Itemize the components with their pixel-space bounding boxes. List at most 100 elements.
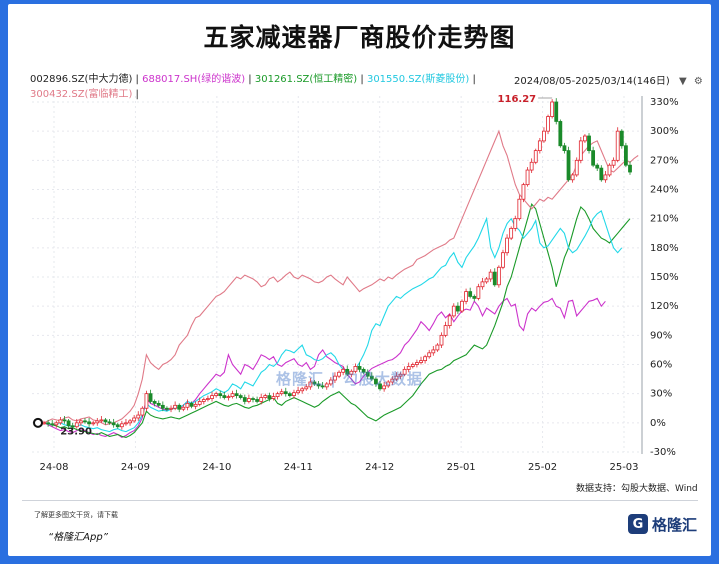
candle-body — [165, 407, 169, 410]
y-tick-label: 90% — [650, 330, 672, 341]
candle-body — [529, 161, 534, 171]
chart-title: 五家减速器厂商股价走势图 — [203, 23, 516, 52]
candle-body — [439, 334, 444, 346]
y-tick-label: 330% — [650, 97, 679, 108]
candle-body — [501, 252, 505, 268]
x-tick-label: 24-12 — [365, 462, 394, 473]
x-tick-label: 25-01 — [447, 462, 476, 473]
y-tick-label: 150% — [650, 272, 679, 283]
candle-body — [353, 366, 358, 372]
candle-body — [95, 420, 100, 424]
candle-body — [394, 375, 399, 380]
candle-body — [415, 362, 419, 365]
candle-body — [468, 291, 473, 297]
legend-item-2: 301261.SZ(恒工精密) — [254, 74, 358, 85]
candle-body — [312, 381, 317, 385]
candle-body — [193, 403, 198, 407]
candle-body — [566, 150, 571, 181]
legend-separator: | — [132, 89, 139, 100]
candle-body — [136, 414, 141, 419]
candle-body — [185, 402, 190, 408]
candle-body — [611, 159, 616, 166]
candlestick-series — [42, 98, 632, 430]
chart-card: 五家减速器厂商股价走势图 002896.SZ(中大力德) | 688017.SH… — [8, 4, 711, 556]
candle-body — [558, 121, 563, 147]
x-tick-label: 24-10 — [202, 462, 231, 473]
y-tick-label: 60% — [650, 360, 672, 371]
candle-body — [374, 378, 378, 385]
x-tick-label: 24-08 — [39, 462, 68, 473]
candle-body — [386, 381, 391, 387]
candle-body — [246, 398, 251, 402]
candle-body — [619, 130, 624, 147]
candle-body — [542, 130, 546, 142]
gear-icon[interactable]: ⚙ — [693, 76, 703, 87]
candle-body — [222, 395, 227, 398]
candle-body — [484, 278, 489, 283]
corner-watermark: @格隆汇 — [652, 544, 692, 555]
candle-body — [464, 291, 468, 302]
candle-body — [562, 145, 567, 152]
candle-body — [316, 383, 321, 387]
y-tick-label: 120% — [650, 301, 679, 312]
candle-body — [349, 370, 354, 375]
candle-body — [267, 395, 272, 399]
candle-body — [62, 419, 67, 422]
candle-body — [333, 375, 337, 381]
series-line-1 — [43, 297, 606, 439]
y-tick-label: -30% — [650, 447, 676, 458]
candle-body — [345, 368, 350, 375]
candle-body — [476, 286, 481, 299]
candle-body — [99, 419, 104, 422]
y-tick-label: 210% — [650, 214, 679, 225]
candle-body — [255, 399, 259, 402]
start-marker — [33, 417, 43, 428]
candle-body — [115, 424, 120, 428]
candle-body — [238, 395, 243, 398]
candle-body — [78, 420, 83, 424]
candle-body — [423, 356, 428, 362]
y-tick-label: 240% — [650, 185, 679, 196]
candle-body — [148, 393, 153, 402]
watermark: 格隆汇 | 勾股大数据 — [276, 370, 423, 388]
candle-body — [628, 164, 632, 173]
high-annotation: 116.27 — [498, 94, 537, 105]
brand-name: 格隆汇 — [652, 515, 698, 534]
candle-body — [324, 383, 329, 388]
candle-body — [275, 393, 280, 397]
candle-body — [443, 325, 448, 336]
x-tick-label: 25-03 — [609, 462, 638, 473]
candle-body — [218, 393, 223, 397]
date-range: 2024/08/05-2025/03/14(146日) ▼ ⚙ — [514, 72, 703, 87]
candle-body — [156, 402, 161, 406]
candle-body — [431, 349, 436, 354]
app-name: “格隆汇App” — [48, 532, 108, 543]
candle-body — [578, 140, 583, 161]
candle-body — [513, 218, 518, 229]
candle-body — [304, 386, 309, 390]
candle-body — [390, 378, 395, 383]
candle-body — [70, 425, 75, 428]
candle-body — [525, 169, 530, 186]
candle-body — [124, 422, 128, 425]
candle-body — [230, 393, 235, 397]
candle-body — [91, 422, 96, 425]
candle-body — [410, 364, 415, 367]
candle-body — [509, 227, 514, 239]
candle-body — [603, 174, 608, 181]
candle-body — [119, 423, 124, 428]
candle-body — [263, 395, 268, 398]
candle-body — [181, 406, 186, 410]
candle-body — [472, 296, 477, 299]
candle-body — [591, 150, 596, 166]
candle-body — [206, 398, 210, 400]
legend-item-3: 301550.SZ(斯菱股份) — [366, 74, 470, 85]
candle-body — [517, 198, 522, 220]
x-tick-label: 25-02 — [528, 462, 557, 473]
candle-body — [480, 281, 485, 288]
dropdown-triangle-icon[interactable]: ▼ — [678, 76, 687, 87]
legend-item-4: 300432.SZ(富临精工) — [30, 89, 133, 100]
legend-separator: | — [245, 74, 255, 85]
candle-body — [427, 352, 432, 358]
candle-body — [107, 421, 112, 424]
